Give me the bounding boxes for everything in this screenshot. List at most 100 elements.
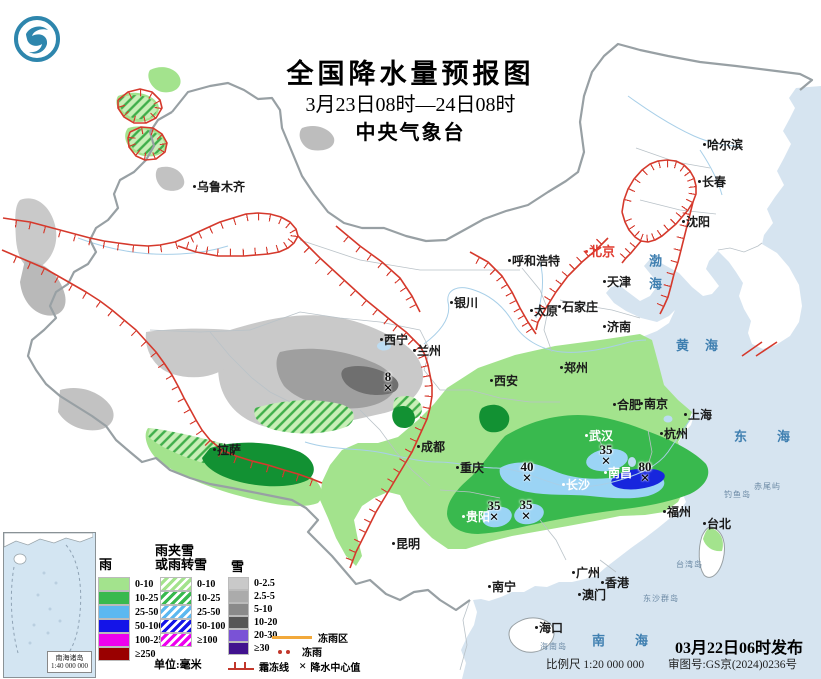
city-dot-icon [560,366,563,369]
legend-range-label: ≥30 [254,643,270,654]
legend-swatch [98,591,130,605]
inset-label-box: 南海诸岛 1:40 000 000 [47,651,92,673]
city-dot-icon [660,432,663,435]
legend-rain-title: 雨 [99,557,113,572]
legend-swatch [160,591,192,605]
precipitation-center-marker: 35 × [600,443,613,470]
city-dot-icon [417,445,420,448]
city-dot-icon [508,259,511,262]
x-marker-icon: × [489,509,499,526]
legend-swatch [98,577,130,591]
legend-swatch [228,642,249,655]
legend-row: 2.5-5 [228,590,277,603]
city-label: 广州 [572,567,600,579]
legend-row: 50-100 [98,619,168,633]
page-title: 全国降水量预报图 [286,59,535,89]
legend-row: 5-10 [228,603,277,616]
legend-swatch [98,619,130,633]
legend-row: ≥250 [98,647,168,661]
city-dot-icon [490,379,493,382]
legend-range-label: 50-100 [197,620,226,632]
city-dot-icon [456,466,459,469]
city-label: 北京 [585,245,615,258]
city-dot-icon [585,434,588,437]
forecast-period: 3月23日08时—24日08时 [305,94,516,116]
x-marker-icon: × [521,508,531,525]
x-marker-icon: × [522,470,532,487]
freeze-rain-label: 冻雨 [302,648,322,659]
legend-swatch [160,577,192,591]
freeze-zone-line-icon [272,636,312,639]
city-label: 济南 [603,321,631,333]
precipitation-center-value: 40 [520,459,534,474]
city-dot-icon [684,413,687,416]
city-dot-icon [703,522,706,525]
legend-row: ≥30 [228,642,277,655]
sea-label: 黄海 [676,338,735,353]
precipitation-center-value: 35 [487,498,501,513]
legend-range-label: 100-250 [135,634,169,646]
city-label: 合肥 [613,399,641,411]
legend-swatch [98,605,130,619]
city-dot-icon [578,593,581,596]
legend-row: 25-50 [160,605,225,619]
city-label: 拉萨 [213,444,241,456]
city-label: 海口 [535,622,563,634]
city-dot-icon [603,325,606,328]
city-label: 乌鲁木齐 [193,181,245,193]
city-dot-icon [530,309,533,312]
city-dot-icon [392,542,395,545]
city-dot-icon [462,515,465,518]
legend-swatch [160,619,192,633]
sea-label: 赤尾屿 [754,482,781,491]
sea [461,86,821,679]
sea-label: 南海 [592,633,679,648]
city-label: 太原 [530,305,558,317]
city-label: 沈阳 [682,216,710,228]
city-dot-icon [682,220,685,223]
legend-row: 0-10 [160,577,225,591]
precipitation-center-marker: 8 × [383,369,392,397]
precipitation-center-marker: 40 × [520,459,534,487]
precipitation-center-value: 35 [519,497,533,512]
city-dot-icon [663,510,666,513]
frost-lines [1,88,778,569]
legend-range-label: 10-25 [197,592,221,604]
legend-swatch [228,616,249,629]
precipitation-center-value: 80 [638,459,652,474]
city-label: 天津 [603,276,631,288]
city-dot-icon [572,571,575,574]
x-marker-icon: × [299,658,307,673]
legend-row: 10-25 [98,591,168,605]
legend-row: 25-50 [98,605,168,619]
precipitation-center-value: 8 [384,369,392,384]
legend-swatch [160,605,192,619]
legend-sleet-items: 0-10 10-25 25-50 50-100 ≥100 [160,577,225,647]
publish-time: 03月22日06时发布 [674,640,803,657]
city-dot-icon [488,585,491,588]
city-dot-icon [603,280,606,283]
legend-row: 0-2.5 [228,577,277,590]
precipitation-center-marker: 35 × [487,498,501,526]
legend-range-label: 0-10 [197,578,216,590]
legend-swatch [228,590,249,603]
city-dot-icon [640,402,643,405]
cma-logo [14,16,60,62]
sea-label: 渤海 [647,254,662,300]
city-dot-icon [703,143,706,146]
city-label: 兰州 [413,345,441,357]
legend-range-label: 10-20 [254,617,278,628]
legend-range-label: 50-100 [135,620,164,632]
legend-row: 100-250 [98,633,168,647]
freeze-zone-label: 冻雨区 [318,634,348,645]
city-dot-icon [450,301,453,304]
frost-line-icon [228,662,254,670]
x-marker-icon: × [640,470,650,487]
legend-freeze-rain: 冻雨 [272,644,322,659]
city-dot-icon [213,448,216,451]
legend-range-label: 0-2.5 [254,578,275,589]
legend-swatch [160,633,192,647]
city-dot-icon [613,403,616,406]
inset-title: 南海诸岛 [55,654,84,662]
